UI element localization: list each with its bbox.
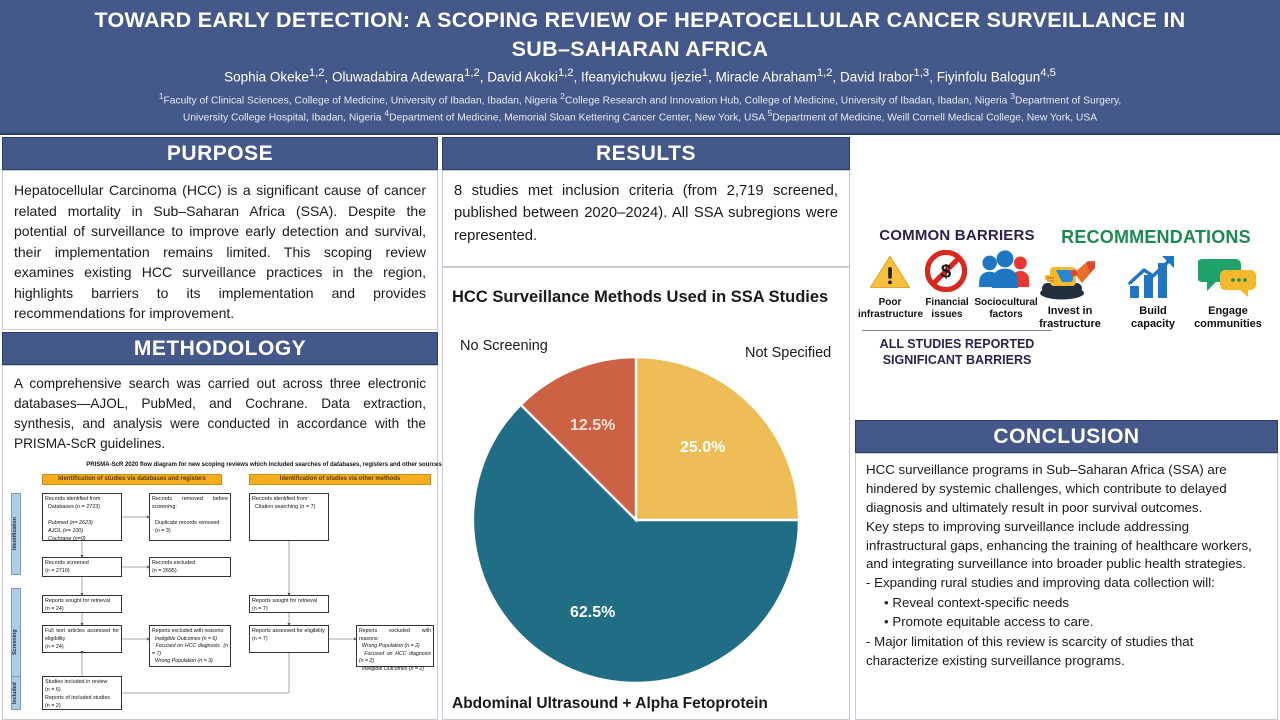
svg-text:$: $: [941, 260, 952, 281]
